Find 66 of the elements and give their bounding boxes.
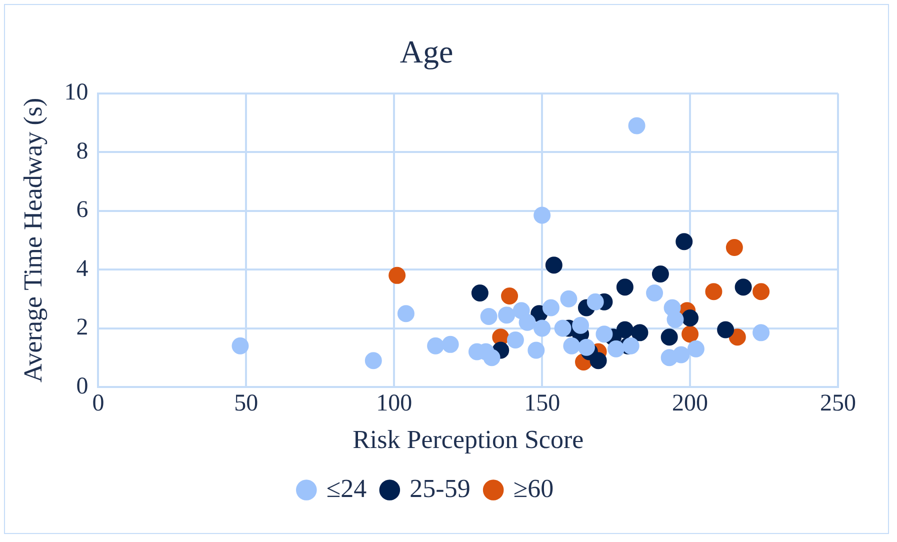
point <box>672 346 690 364</box>
x-tick-label: 250 <box>820 390 856 417</box>
point <box>752 324 770 342</box>
point <box>572 316 590 334</box>
legend-label: 25-59 <box>410 474 470 503</box>
point <box>498 306 516 324</box>
point <box>586 293 604 310</box>
x-tick-label: 150 <box>524 390 560 417</box>
point <box>590 352 607 370</box>
point <box>483 349 500 366</box>
point <box>622 337 640 354</box>
point <box>652 265 669 282</box>
point <box>682 310 699 327</box>
y-tick-label: 0 <box>76 373 88 400</box>
point <box>752 283 770 300</box>
point <box>364 352 382 370</box>
x-axis-title: Risk Perception Score <box>352 425 584 454</box>
point <box>534 320 551 337</box>
point <box>705 283 722 300</box>
point <box>628 117 646 134</box>
x-tick-label: 200 <box>672 390 708 417</box>
chart-title: Age <box>400 34 454 70</box>
point <box>528 342 545 359</box>
y-tick-label: 10 <box>64 80 88 106</box>
point <box>542 299 560 316</box>
point <box>388 266 406 284</box>
point <box>554 320 572 337</box>
point <box>518 314 536 331</box>
point <box>480 308 498 326</box>
point <box>534 206 551 224</box>
y-tick-label: 8 <box>76 138 88 164</box>
point <box>608 340 625 358</box>
point <box>232 337 249 354</box>
point <box>506 332 524 349</box>
x-tick-label: 0 <box>92 390 104 417</box>
point <box>442 336 459 353</box>
y-axis-title: Average Time Headway (s) <box>18 98 48 383</box>
y-tick-label: 2 <box>76 314 88 341</box>
point <box>682 326 699 343</box>
point <box>471 284 488 302</box>
point <box>646 284 664 302</box>
point <box>501 287 518 304</box>
point <box>726 239 743 256</box>
point <box>563 337 580 354</box>
point <box>616 278 634 296</box>
legend-label: ≥60 <box>513 474 554 503</box>
x-tick-label: 100 <box>376 390 412 417</box>
point <box>616 321 634 338</box>
point <box>660 328 678 346</box>
y-tick-label: 6 <box>76 197 88 224</box>
point <box>560 290 578 308</box>
point <box>717 321 734 338</box>
point <box>676 233 693 250</box>
y-tick-label: 4 <box>76 256 88 282</box>
point <box>427 337 444 354</box>
x-tick-label: 50 <box>234 390 258 417</box>
point <box>397 305 414 322</box>
point <box>631 324 648 342</box>
point <box>545 256 562 274</box>
point <box>596 326 613 343</box>
point <box>728 328 746 346</box>
point <box>734 278 752 296</box>
point <box>687 340 704 358</box>
legend-label: ≤24 <box>326 474 367 503</box>
point <box>666 310 684 328</box>
point <box>578 338 595 356</box>
